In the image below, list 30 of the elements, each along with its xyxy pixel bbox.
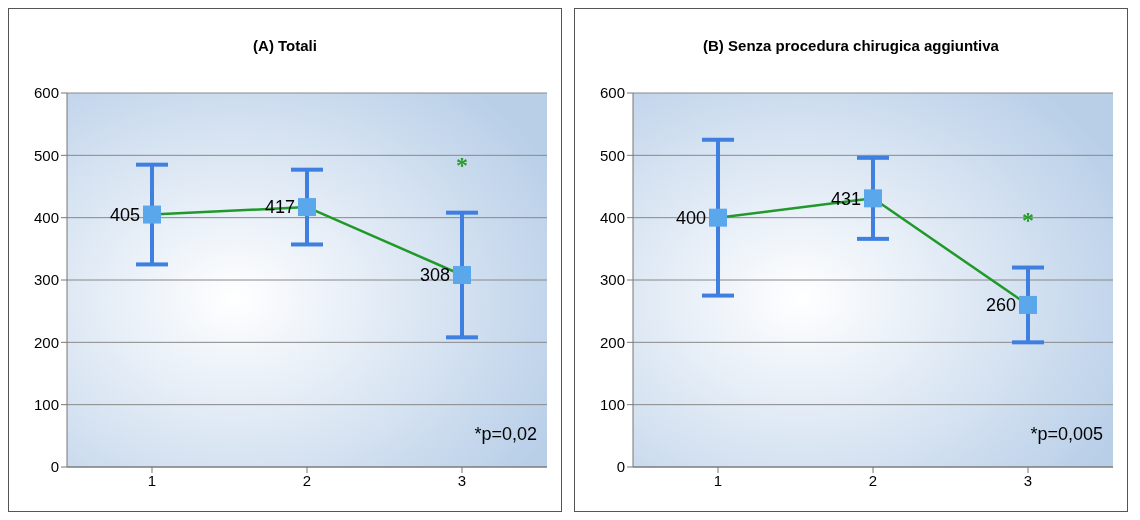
x-tick-label: 3 xyxy=(457,471,467,489)
x-tick-label: 1 xyxy=(713,471,723,489)
y-tick-label: 600 xyxy=(33,84,59,102)
x-tick-label: 3 xyxy=(1023,471,1033,489)
data-label: 400 xyxy=(675,208,706,229)
x-tick-label: 2 xyxy=(868,471,878,489)
y-tick-label: 200 xyxy=(599,333,625,351)
x-tick-label: 2 xyxy=(302,471,312,489)
y-tick-label: 400 xyxy=(33,208,59,226)
data-label: 308 xyxy=(419,265,450,286)
x-tick-label: 1 xyxy=(147,471,157,489)
y-tick-label: 300 xyxy=(33,271,59,289)
y-tick-label: 600 xyxy=(599,84,625,102)
y-tick-label: 500 xyxy=(599,146,625,164)
y-tick-label: 0 xyxy=(50,458,59,476)
chart-title: (A) Totali xyxy=(252,37,318,54)
annotation: * xyxy=(456,151,468,178)
chart-title: (B) Senza procedura chirugica aggiuntiva xyxy=(702,37,1000,54)
annotation: *p=0,02 xyxy=(474,424,537,445)
y-tick-label: 300 xyxy=(599,271,625,289)
annotation: *p=0,005 xyxy=(1030,424,1103,445)
y-tick-label: 400 xyxy=(599,208,625,226)
data-label: 405 xyxy=(109,204,140,225)
y-tick-label: 100 xyxy=(33,395,59,413)
y-tick-label: 0 xyxy=(616,458,625,476)
y-tick-label: 500 xyxy=(33,146,59,164)
y-tick-label: 100 xyxy=(599,395,625,413)
annotation: * xyxy=(1022,206,1034,233)
data-label: 260 xyxy=(985,295,1016,316)
y-tick-label: 200 xyxy=(33,333,59,351)
